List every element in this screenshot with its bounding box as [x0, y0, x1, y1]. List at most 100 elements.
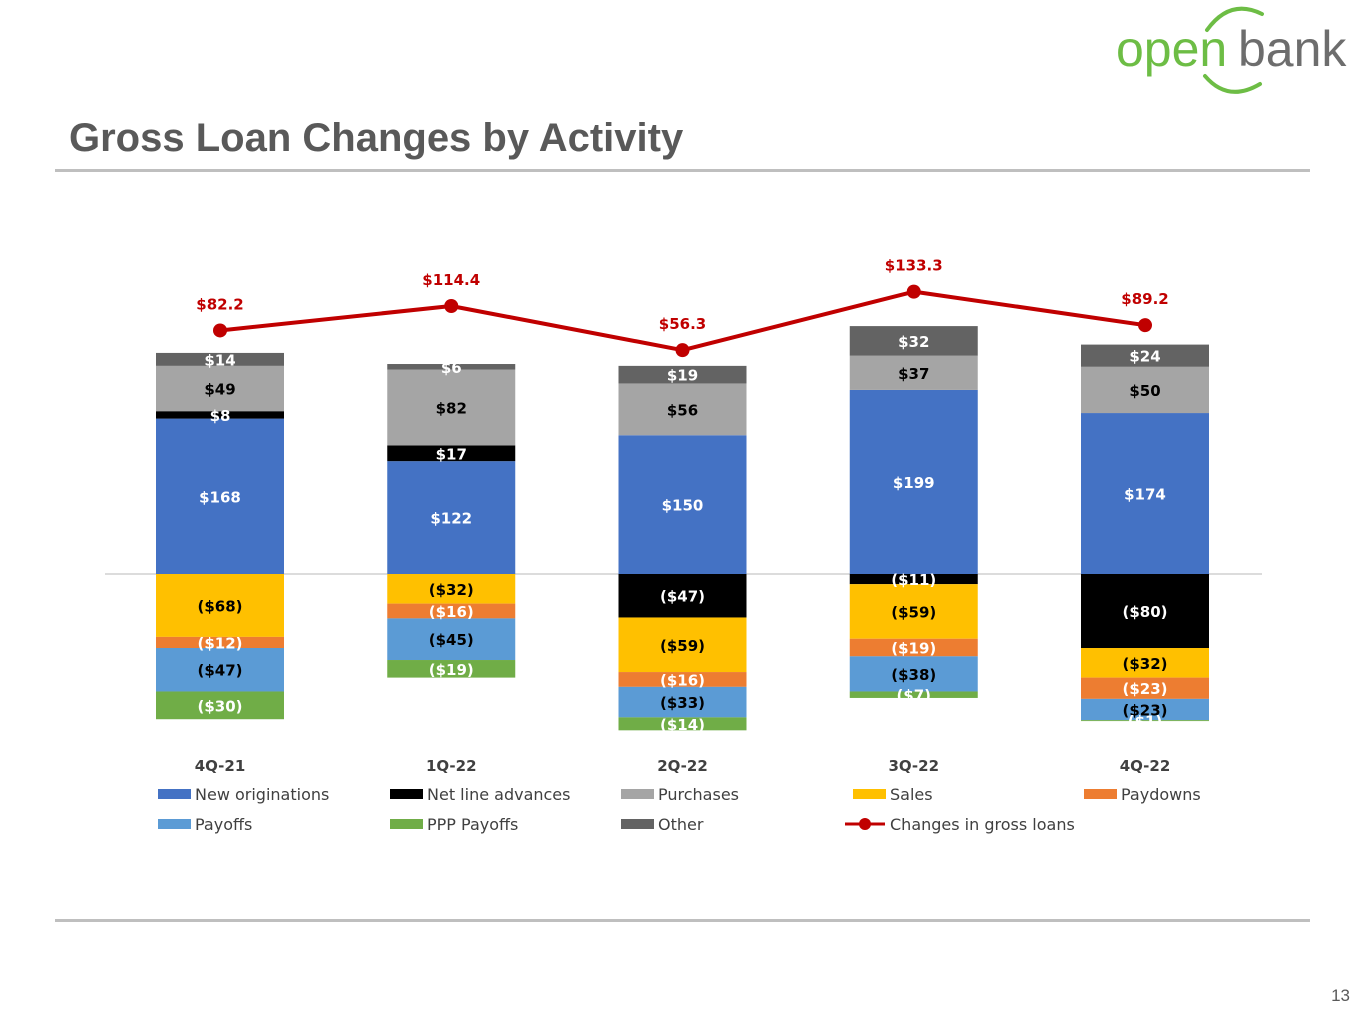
bar-segment-net-line-advances-1q-22 — [387, 445, 516, 462]
bar-segment-payoffs-2q-22 — [618, 686, 747, 718]
legend-swatch-payoffs — [158, 819, 191, 829]
bar-segment-net-line-advances-2q-22 — [618, 574, 747, 618]
bar-segment-net-line-advances-4q-21 — [156, 411, 284, 419]
data-label-net-line-advances-3q-22: ($11) — [891, 571, 936, 589]
data-label-paydowns-1q-22: ($16) — [429, 603, 474, 621]
legend-label-other: Other — [658, 815, 704, 834]
title-divider — [55, 169, 1310, 172]
bar-segment-new-originations-3q-22 — [849, 389, 978, 574]
legend-swatch-paydowns — [1084, 789, 1117, 799]
data-label-ppp-payoffs-4q-22: ($1) — [1128, 713, 1163, 731]
openbank-logo: open bank — [1116, 6, 1347, 94]
legend-label-purchases: Purchases — [658, 785, 739, 804]
data-label-sales-4q-21: ($68) — [197, 597, 242, 615]
bar-segment-ppp-payoffs-3q-22 — [849, 691, 978, 698]
bar-segment-new-originations-2q-22 — [618, 435, 747, 574]
bar-segment-ppp-payoffs-4q-22 — [1081, 720, 1209, 722]
slide-title: Gross Loan Changes by Activity — [69, 116, 684, 160]
bar-segment-new-originations-4q-21 — [156, 418, 284, 574]
bar-segment-other-4q-22 — [1081, 344, 1209, 367]
data-label-ppp-payoffs-3q-22: ($7) — [896, 687, 931, 705]
data-label-payoffs-1q-22: ($45) — [429, 631, 474, 649]
logo-text-bank: bank — [1238, 21, 1347, 77]
data-label-net-line-advances-1q-22: $17 — [436, 445, 467, 463]
data-label-net-line-advances-2q-22: ($47) — [660, 588, 705, 606]
data-label-net-line-advances-4q-22: ($80) — [1122, 603, 1167, 621]
bar-segment-purchases-2q-22 — [618, 383, 747, 436]
line-label-1q-22: $114.4 — [422, 271, 480, 289]
data-label-new-originations-1q-22: $122 — [430, 510, 472, 528]
bar-segment-payoffs-1q-22 — [387, 618, 516, 661]
line-point-3q-22 — [906, 284, 921, 299]
bar-segment-paydowns-2q-22 — [618, 672, 747, 687]
data-label-ppp-payoffs-2q-22: ($14) — [660, 716, 705, 734]
bar-segment-purchases-1q-22 — [387, 369, 516, 446]
bar-segment-payoffs-4q-21 — [156, 648, 284, 692]
data-label-purchases-4q-21: $49 — [204, 381, 235, 399]
bar-segment-paydowns-1q-22 — [387, 603, 516, 619]
data-label-paydowns-4q-21: ($12) — [197, 634, 242, 652]
legend-label-net-line-advances: Net line advances — [427, 785, 570, 804]
bar-segment-other-4q-21 — [156, 352, 284, 366]
bar-segment-new-originations-4q-22 — [1081, 413, 1209, 574]
bar-segment-sales-1q-22 — [387, 574, 516, 604]
bottom-divider — [55, 919, 1310, 922]
data-label-payoffs-4q-21: ($47) — [197, 662, 242, 680]
bar-segment-payoffs-4q-22 — [1081, 698, 1209, 721]
data-label-purchases-4q-22: $50 — [1129, 382, 1160, 400]
legend-swatch-other — [621, 819, 654, 829]
line-point-1q-22 — [444, 299, 459, 313]
bar-segment-other-2q-22 — [618, 365, 747, 384]
x-tick-label-4q-21: 4Q-21 — [195, 757, 246, 775]
line-point-2q-22 — [675, 343, 690, 358]
data-label-other-2q-22: $19 — [667, 367, 698, 385]
line-label-2q-22: $56.3 — [659, 315, 706, 333]
data-label-ppp-payoffs-4q-21: ($30) — [197, 697, 242, 715]
logo-swoosh-bottom — [1203, 74, 1262, 94]
x-tick-label-2q-22: 2Q-22 — [657, 757, 708, 775]
bar-segment-net-line-advances-4q-22 — [1081, 574, 1209, 648]
bar-segment-sales-4q-21 — [156, 574, 284, 637]
data-label-payoffs-2q-22: ($33) — [660, 694, 705, 712]
x-tick-label-3q-22: 3Q-22 — [888, 757, 939, 775]
data-label-other-4q-22: $24 — [1129, 348, 1160, 366]
bar-segment-purchases-3q-22 — [849, 355, 978, 390]
legend-label-changes-in-gross-loans: Changes in gross loans — [890, 815, 1075, 834]
page-number: 13 — [1331, 986, 1350, 1005]
legend-label-sales: Sales — [890, 785, 933, 804]
legend-label-paydowns: Paydowns — [1121, 785, 1201, 804]
bar-segment-sales-4q-22 — [1081, 648, 1209, 678]
data-label-sales-2q-22: ($59) — [660, 637, 705, 655]
bar-segment-ppp-payoffs-4q-21 — [156, 691, 284, 720]
bar-segment-paydowns-3q-22 — [849, 638, 978, 657]
data-label-paydowns-2q-22: ($16) — [660, 671, 705, 689]
x-tick-label-4q-22: 4Q-22 — [1120, 757, 1171, 775]
bar-segment-new-originations-1q-22 — [387, 461, 516, 574]
line-label-4q-21: $82.2 — [196, 295, 243, 313]
bar-segment-ppp-payoffs-2q-22 — [618, 717, 747, 731]
data-label-purchases-2q-22: $56 — [667, 401, 698, 419]
line-point-4q-22 — [1138, 318, 1152, 333]
data-label-other-4q-21: $14 — [204, 351, 235, 369]
legend-label-payoffs: Payoffs — [195, 815, 252, 834]
bar-segment-paydowns-4q-21 — [156, 636, 284, 648]
data-label-other-1q-22: $6 — [441, 359, 462, 377]
bar-segment-ppp-payoffs-1q-22 — [387, 660, 516, 678]
data-label-new-originations-4q-22: $174 — [1124, 486, 1166, 504]
line-label-3q-22: $133.3 — [885, 257, 943, 275]
data-label-new-originations-4q-21: $168 — [199, 488, 241, 506]
logo-text-open: open — [1116, 21, 1227, 77]
bar-segment-purchases-4q-22 — [1081, 366, 1209, 414]
legend-swatch-purchases — [621, 789, 654, 799]
data-label-paydowns-3q-22: ($19) — [891, 640, 936, 658]
legend-swatch-sales — [853, 789, 886, 799]
legend-label-ppp-payoffs: PPP Payoffs — [427, 815, 518, 834]
line-point-4q-21 — [213, 323, 227, 338]
bar-segment-payoffs-3q-22 — [849, 656, 978, 692]
bar-segment-paydowns-4q-22 — [1081, 677, 1209, 699]
x-tick-label-1q-22: 1Q-22 — [426, 757, 477, 775]
data-label-payoffs-3q-22: ($38) — [891, 666, 936, 684]
legend-swatch-net-line-advances — [390, 789, 423, 799]
line-label-4q-22: $89.2 — [1121, 290, 1168, 308]
